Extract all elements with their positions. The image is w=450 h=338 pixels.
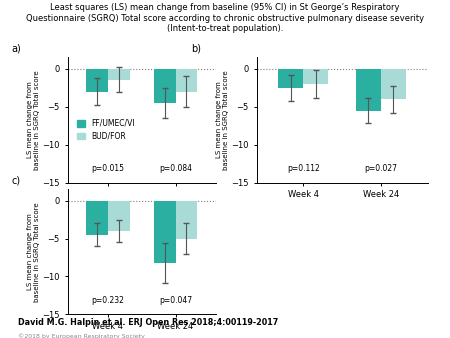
Text: ©2018 by European Respiratory Society: ©2018 by European Respiratory Society (18, 333, 145, 338)
Bar (86, 69, 108, 92)
Bar (176, 201, 197, 239)
Text: p=0.112: p=0.112 (287, 164, 319, 173)
Text: p=0.084: p=0.084 (159, 164, 192, 173)
Text: b): b) (192, 44, 202, 54)
Text: p=0.027: p=0.027 (364, 164, 397, 173)
Text: Least squares (LS) mean change from baseline (95% CI) in St George’s Respiratory: Least squares (LS) mean change from base… (26, 3, 424, 33)
Bar (108, 69, 130, 80)
Bar (278, 69, 303, 88)
Y-axis label: LS mean change from
baseline in SGRQ Total score: LS mean change from baseline in SGRQ Tot… (216, 70, 229, 170)
Text: David M.G. Halpin et al. ERJ Open Res 2018;4:00119-2017: David M.G. Halpin et al. ERJ Open Res 20… (18, 318, 278, 328)
Bar (154, 201, 176, 263)
Bar (381, 69, 406, 99)
Bar (356, 69, 381, 111)
Y-axis label: LS mean change from
baseline in SGRQ Total score: LS mean change from baseline in SGRQ Tot… (27, 70, 40, 170)
Text: p=0.047: p=0.047 (159, 296, 192, 305)
Y-axis label: LS mean change from
baseline in SGRQ Total score: LS mean change from baseline in SGRQ Tot… (27, 202, 40, 301)
Bar (86, 201, 108, 235)
Bar (176, 69, 197, 92)
Bar (303, 69, 328, 84)
Bar (108, 201, 130, 231)
Text: a): a) (11, 44, 21, 54)
Text: p=0.015: p=0.015 (91, 164, 125, 173)
Bar (154, 69, 176, 103)
Legend: FF/UMEC/VI, BUD/FOR: FF/UMEC/VI, BUD/FOR (74, 116, 138, 144)
Text: p=0.232: p=0.232 (91, 296, 125, 305)
Text: c): c) (11, 175, 20, 186)
